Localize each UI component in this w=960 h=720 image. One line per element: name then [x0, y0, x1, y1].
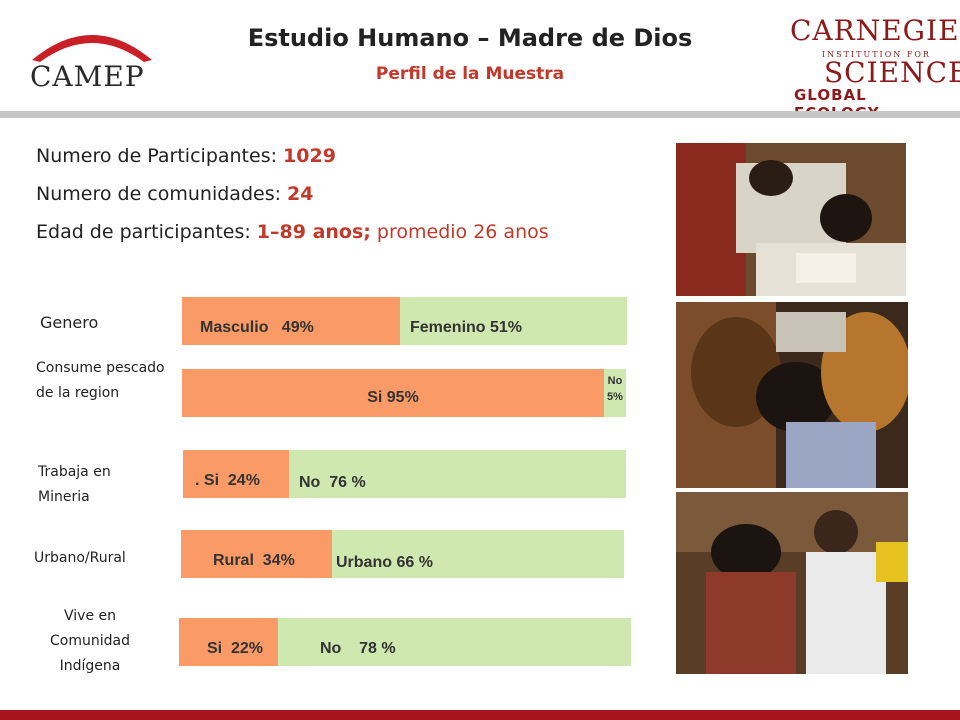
photo-3-image: [676, 492, 908, 674]
bar-segment-a: Si 95%: [182, 369, 604, 417]
camep-arc-icon: [32, 35, 152, 62]
stat-age-label: Edad de participantes:: [36, 221, 257, 243]
bar-segment-b-label: No 78 %: [320, 640, 396, 657]
bar-segment-b: [332, 530, 624, 578]
footer-divider: [0, 710, 960, 720]
stat-participants-value: 1029: [283, 145, 336, 167]
bar-segment-a-label: Si 22%: [207, 640, 264, 657]
photo-1-image: [676, 143, 906, 296]
page-subtitle: Perfil de la Muestra: [375, 64, 565, 84]
bar-segment-a-label: Si 95%: [367, 389, 419, 406]
bar-row: . Si 24% No 76 %: [183, 450, 626, 498]
category-label-pescado: Consume pescado de la region: [36, 360, 165, 401]
category-label-urbano-rural: Urbano/Rural: [34, 550, 126, 566]
carnegie-logo-line2: INSTITUTION FOR: [822, 50, 931, 59]
photo-1: [676, 143, 906, 296]
photo-2-image: [676, 302, 908, 488]
camep-logo-text: CAMEP: [30, 60, 145, 93]
stat-communities-label: Numero de comunidades:: [36, 183, 288, 205]
category-label-indigena: Vive en Comunidad Indígena: [50, 608, 130, 674]
bar-segment-b: [289, 450, 626, 498]
bar-segment-a-label: Rural 34%: [213, 552, 295, 569]
stat-age-range: 1–89 anos;: [256, 221, 371, 243]
bar-segment-a: Si 22%: [179, 618, 278, 666]
bar-segment-a: Rural 34%: [181, 530, 332, 578]
bar-row: Rural 34% Urbano 66 %: [181, 530, 624, 578]
bar-segment-b: [604, 369, 626, 417]
stat-age-mean: promedio 26 anos: [370, 221, 549, 243]
page-title: Estudio Humano – Madre de Dios: [247, 24, 693, 52]
bar-row: Masculio 49% Femenino 51%: [182, 297, 627, 345]
bar-row: Si 95% No 5%: [182, 369, 626, 417]
stat-age: Edad de participantes: 1–89 anos; promed…: [36, 221, 549, 243]
bar-row: Si 22% No 78 %: [179, 618, 631, 666]
stat-communities: Numero de comunidades: 24: [36, 183, 314, 205]
bar-segment-a: . Si 24%: [183, 450, 289, 498]
category-label-genero: Genero: [40, 313, 99, 332]
header-divider: [0, 111, 960, 118]
carnegie-logo: CARNEGIE INSTITUTION FOR SCIENCE GLOBAL …: [786, 10, 960, 122]
stat-participants: Numero de Participantes: 1029: [36, 145, 336, 167]
photo-2: [676, 302, 908, 488]
bar-segment-b-label: No 76 %: [299, 474, 366, 491]
carnegie-logo-line1: CARNEGIE: [790, 14, 960, 47]
bar-segment-b-label: Femenino 51%: [410, 319, 523, 336]
camep-logo: [22, 18, 162, 98]
bar-segment-b: [278, 618, 631, 666]
category-label-mineria: Trabaja en Mineria: [38, 464, 111, 505]
stat-participants-label: Numero de Participantes:: [36, 145, 284, 167]
bar-segment-a-label: Masculio 49%: [200, 319, 314, 336]
bar-segment-a-label: . Si 24%: [195, 472, 260, 489]
bar-segment-a: Masculio 49%: [182, 297, 400, 345]
stat-communities-value: 24: [287, 183, 314, 205]
bar-segment-b: [400, 297, 627, 345]
carnegie-logo-line3: SCIENCE: [824, 56, 960, 89]
bar-segment-b-label: Urbano 66 %: [336, 554, 433, 571]
photo-3: [676, 492, 908, 674]
bar-segment-b-label: No 5%: [607, 375, 623, 403]
